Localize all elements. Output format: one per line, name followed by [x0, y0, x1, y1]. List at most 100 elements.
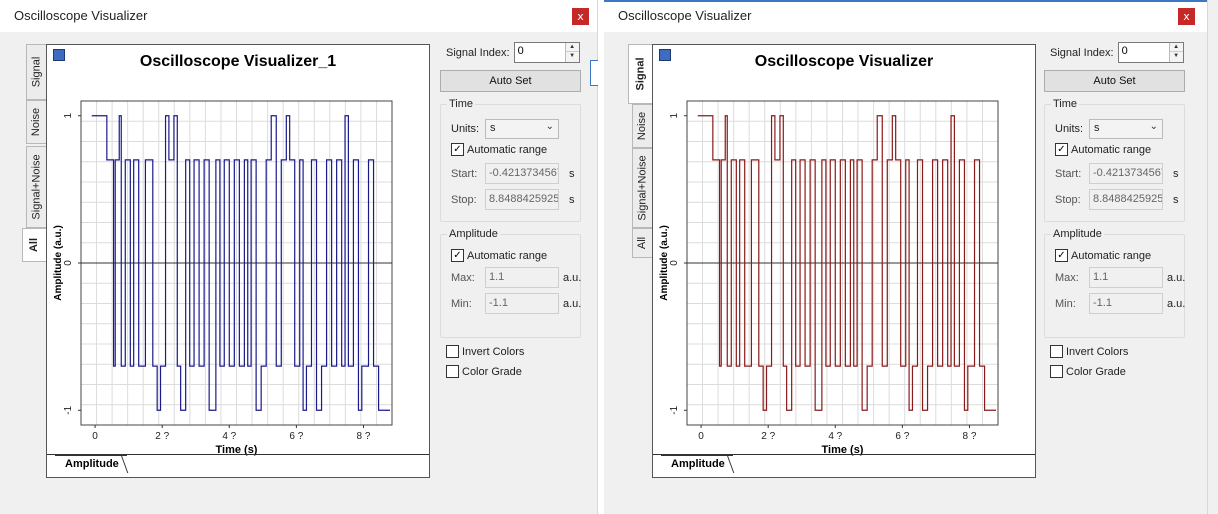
amp-auto-range-label: Automatic range	[467, 249, 548, 262]
stop-field[interactable]: 8.8488425925	[485, 189, 559, 210]
min-label: Min:	[1055, 297, 1076, 310]
tab-strip-line	[653, 454, 1035, 455]
focus-edge	[604, 0, 1207, 2]
max-label: Max:	[451, 271, 475, 284]
y-axis-label: Amplitude (a.u.)	[659, 225, 670, 301]
tab-all-label: All	[28, 237, 41, 253]
time-group: Time Units: s ⌄ ✓ Automatic range Start:…	[440, 98, 581, 222]
tab-strip-line	[47, 454, 429, 455]
signal-index-input[interactable]: 0 ▲ ▼	[1117, 42, 1184, 63]
spin-down-icon[interactable]: ▼	[1173, 53, 1180, 59]
tab-amplitude[interactable]: Amplitude	[55, 455, 127, 473]
auto-set-button[interactable]: Auto Set	[440, 70, 581, 92]
stop-unit: s	[569, 193, 575, 206]
x-tick-label: 4 ?	[222, 431, 236, 442]
max-row: Max: 1.1 a.u.	[451, 267, 581, 288]
window-titlebar: Oscilloscope Visualizer x	[0, 0, 597, 32]
tab-noise[interactable]: Noise	[26, 100, 46, 144]
y-tick-label: 0	[63, 260, 74, 266]
color-grade-row[interactable]: Color Grade	[1050, 365, 1126, 378]
invert-colors-checkbox[interactable]	[446, 345, 459, 358]
x-tick-label: 0	[698, 431, 704, 442]
amp-auto-range-row[interactable]: ✓ Automatic range	[1055, 249, 1151, 262]
signal-index-spinner[interactable]: ▲ ▼	[1168, 43, 1183, 62]
tab-signal-label: Signal	[30, 56, 43, 88]
spin-up-icon[interactable]: ▲	[1169, 43, 1183, 52]
max-unit: a.u.	[1167, 271, 1186, 284]
x-tick-label: 6 ?	[895, 431, 909, 442]
min-field[interactable]: -1.1	[1089, 293, 1163, 314]
units-label: Units:	[1055, 123, 1084, 135]
tab-signal-noise[interactable]: Signal+Noise	[26, 146, 46, 228]
y-tick-label: 0	[669, 260, 680, 266]
side-tabs: Signal Noise Signal+Noise All	[628, 44, 652, 464]
invert-colors-row[interactable]: Invert Colors	[446, 345, 524, 358]
spin-down-icon[interactable]: ▼	[569, 53, 576, 59]
stop-field[interactable]: 8.8488425925	[1089, 189, 1163, 210]
units-select[interactable]: s ⌄	[485, 119, 559, 139]
y-tick-label: -1	[63, 405, 74, 414]
tab-signal-noise[interactable]: Signal+Noise	[632, 148, 652, 228]
x-axis-label: Time (s)	[216, 444, 258, 456]
signal-index-spinner[interactable]: ▲ ▼	[564, 43, 579, 62]
start-field[interactable]: -0.4213734567	[485, 163, 559, 184]
invert-colors-row[interactable]: Invert Colors	[1050, 345, 1128, 358]
y-axis-label: Amplitude (a.u.)	[53, 225, 64, 301]
signal-index-input[interactable]: 0 ▲ ▼	[513, 42, 580, 63]
invert-colors-label: Invert Colors	[462, 345, 525, 358]
color-grade-label: Color Grade	[462, 365, 522, 378]
amplitude-group: Amplitude ✓ Automatic range Max: 1.1 a.u…	[1044, 228, 1185, 338]
units-value: s	[1094, 122, 1100, 134]
tab-signal-noise-label: Signal+Noise	[30, 154, 43, 220]
max-field[interactable]: 1.1	[485, 267, 559, 288]
oscilloscope-window-1: Oscilloscope Visualizer x Signal Noise S…	[0, 0, 598, 514]
close-button[interactable]: x	[572, 8, 589, 25]
auto-set-button[interactable]: Auto Set	[1044, 70, 1185, 92]
plot-title: Oscilloscope Visualizer	[754, 53, 934, 70]
units-select[interactable]: s ⌄	[1089, 119, 1163, 139]
chevron-down-icon: ⌄	[545, 121, 554, 132]
amp-auto-range-checkbox[interactable]: ✓	[1055, 249, 1068, 262]
units-value: s	[490, 122, 496, 134]
start-row: Start: -0.4213734567 s	[451, 163, 575, 184]
x-tick-label: 8 ?	[963, 431, 977, 442]
time-auto-range-row[interactable]: ✓ Automatic range	[451, 143, 547, 156]
tab-signal[interactable]: Signal	[628, 44, 652, 104]
time-auto-range-row[interactable]: ✓ Automatic range	[1055, 143, 1151, 156]
amp-auto-range-checkbox[interactable]: ✓	[451, 249, 464, 262]
plot-menu-icon[interactable]	[659, 49, 671, 61]
plot-menu-icon[interactable]	[53, 49, 65, 61]
time-auto-range-checkbox[interactable]: ✓	[451, 143, 464, 156]
tab-amplitude[interactable]: Amplitude	[661, 455, 733, 473]
max-field[interactable]: 1.1	[1089, 267, 1163, 288]
tab-all[interactable]: All	[22, 228, 46, 262]
tab-all[interactable]: All	[632, 228, 652, 258]
color-grade-checkbox[interactable]	[1050, 365, 1063, 378]
max-row: Max: 1.1 a.u.	[1055, 267, 1185, 288]
amp-auto-range-row[interactable]: ✓ Automatic range	[451, 249, 547, 262]
units-row: Units: s ⌄	[451, 119, 559, 139]
signal-index-row: Signal Index: 0 ▲ ▼	[446, 42, 580, 63]
tab-noise[interactable]: Noise	[632, 104, 652, 148]
spin-up-icon[interactable]: ▲	[565, 43, 579, 52]
tab-noise-label: Noise	[30, 107, 43, 137]
side-tabs: Signal Noise Signal+Noise All	[22, 44, 46, 464]
units-label: Units:	[451, 123, 480, 135]
plot-frame: Oscilloscope Visualizer_1 1 0 -1 Amplitude …	[46, 44, 430, 478]
oscilloscope-window-2: Oscilloscope Visualizer x Signal Noise S…	[604, 0, 1208, 514]
plot-title: Oscilloscope Visualizer_1	[139, 53, 337, 70]
color-grade-row[interactable]: Color Grade	[446, 365, 522, 378]
window-titlebar: Oscilloscope Visualizer x	[604, 0, 1207, 32]
color-grade-checkbox[interactable]	[446, 365, 459, 378]
tab-signal-noise-label: Signal+Noise	[636, 155, 649, 221]
invert-colors-checkbox[interactable]	[1050, 345, 1063, 358]
stop-label: Stop:	[451, 193, 477, 206]
time-auto-range-checkbox[interactable]: ✓	[1055, 143, 1068, 156]
start-field[interactable]: -0.4213734567	[1089, 163, 1163, 184]
close-button[interactable]: x	[1178, 8, 1195, 25]
min-field[interactable]: -1.1	[485, 293, 559, 314]
tab-signal[interactable]: Signal	[26, 44, 46, 100]
window-title: Oscilloscope Visualizer	[618, 8, 752, 23]
